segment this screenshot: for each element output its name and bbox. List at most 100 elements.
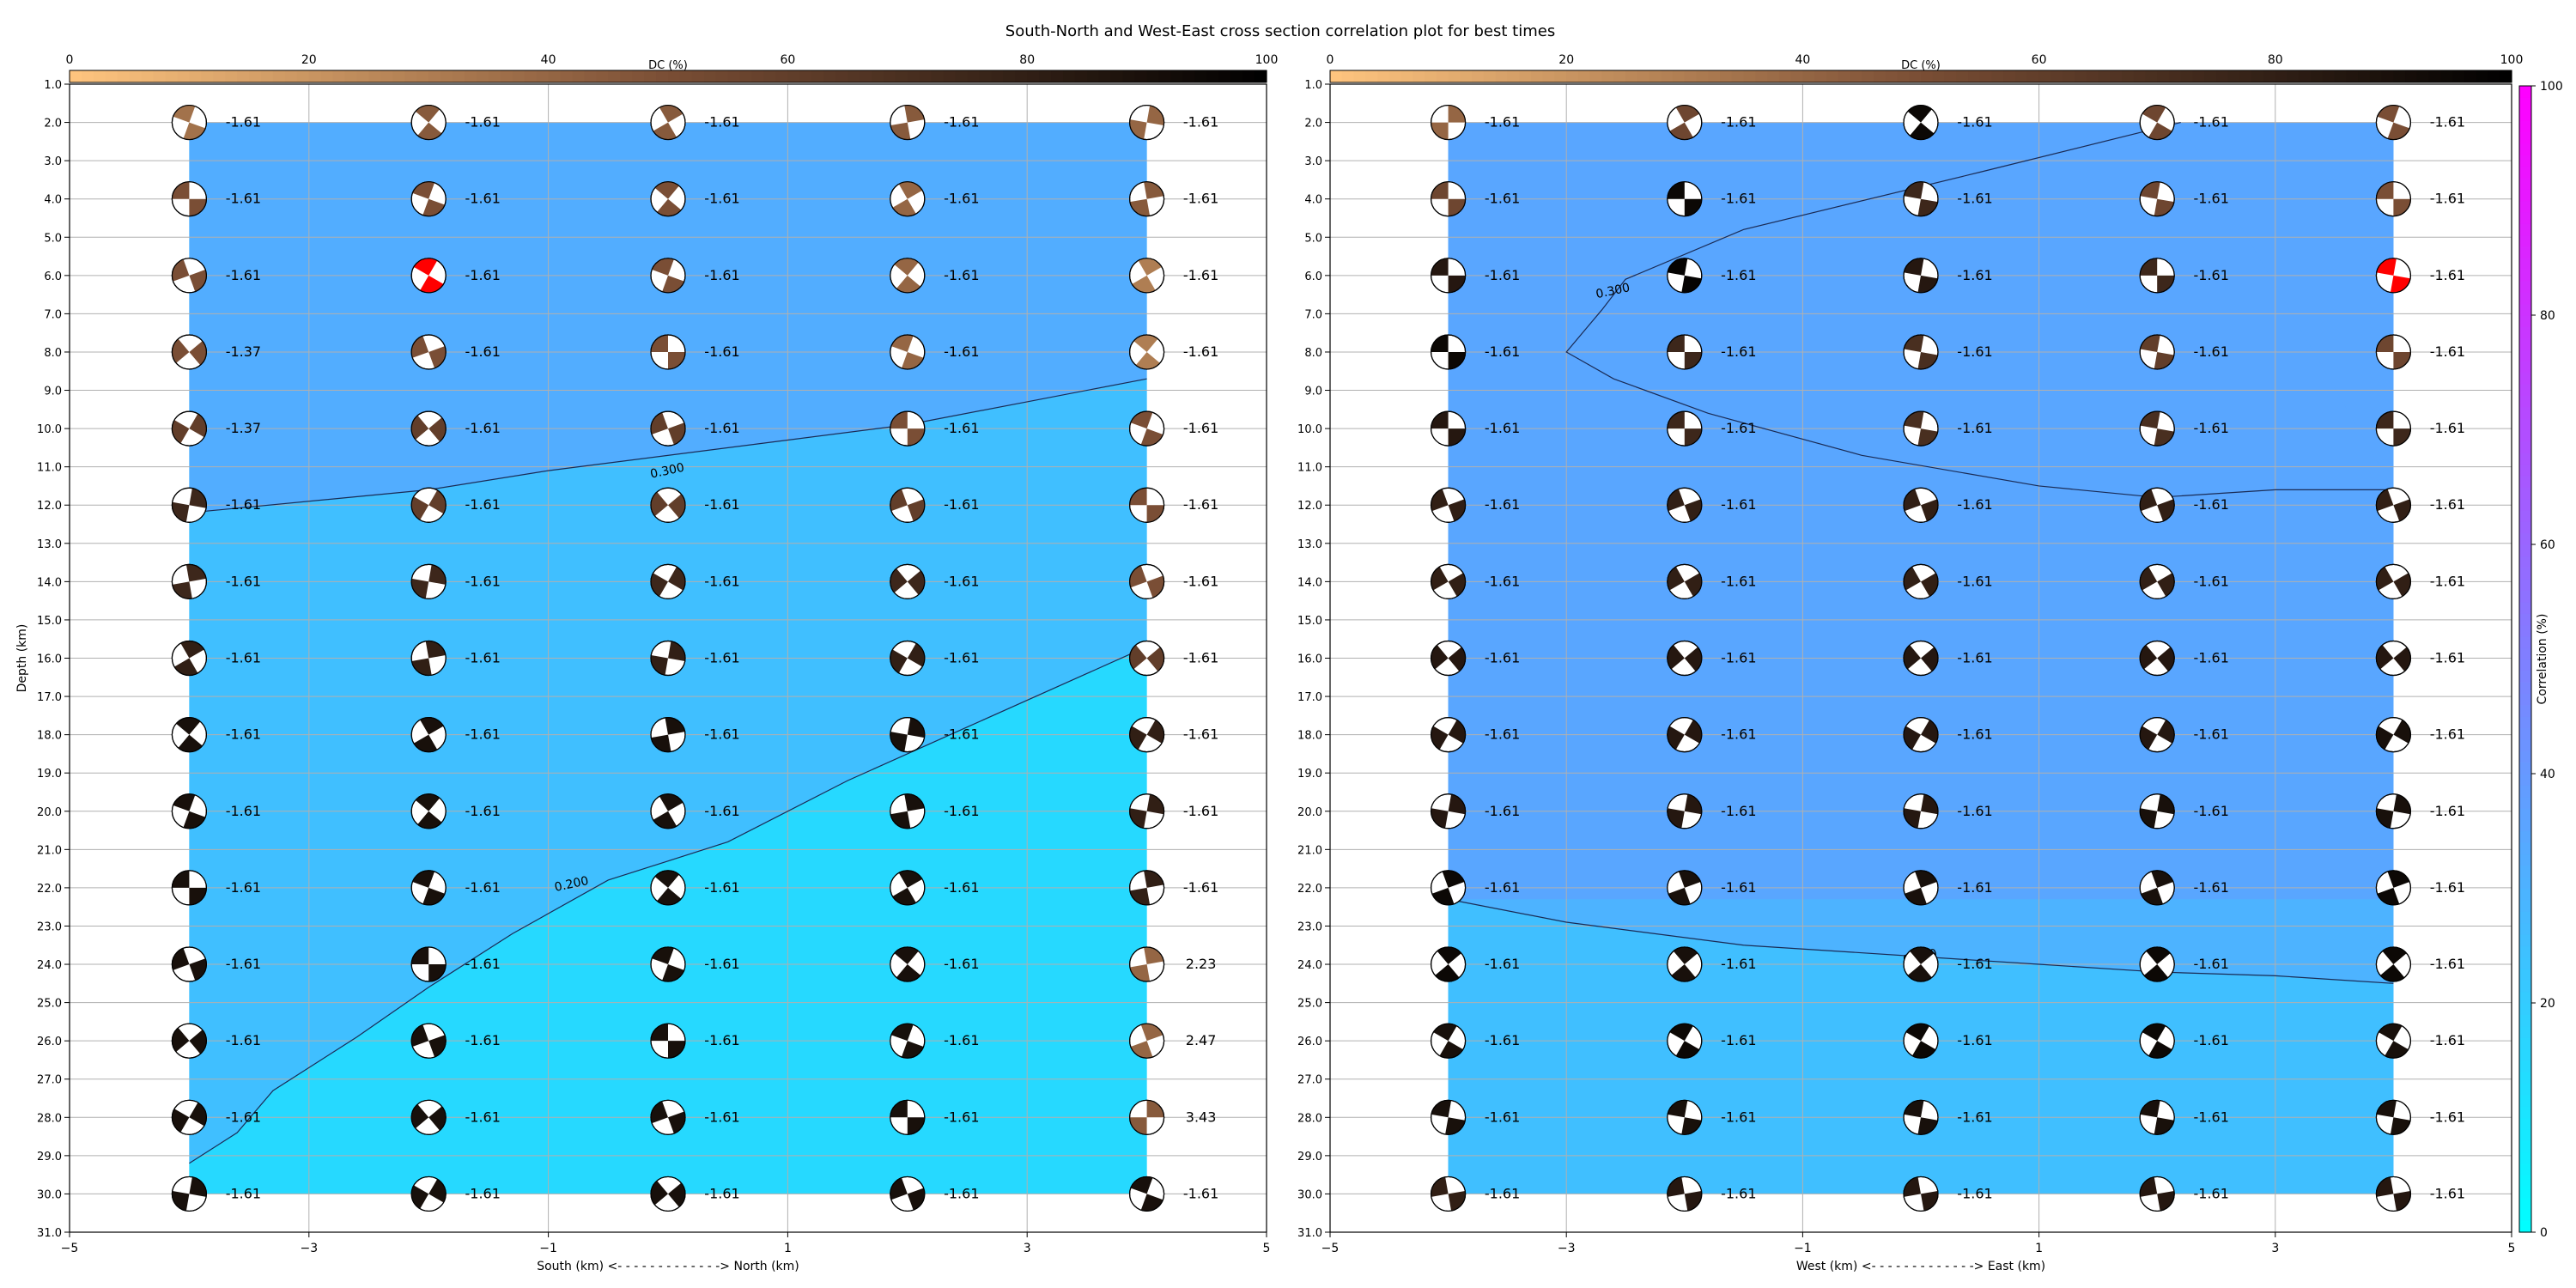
dc-colorbar-segment xyxy=(1613,70,1626,82)
beachball-quadrant xyxy=(2390,1117,2411,1135)
beachball-quadrant xyxy=(1448,428,1466,447)
corr-colorbar-segment xyxy=(2519,647,2531,660)
beachball xyxy=(890,1099,926,1135)
beachball-quadrant xyxy=(2393,794,2411,815)
beachball-rim xyxy=(890,640,926,677)
y-tick-label: 11.0 xyxy=(1297,462,1322,475)
dc-colorbar-segment xyxy=(2086,70,2099,82)
beachball-rim xyxy=(171,717,207,753)
beachball-quadrant xyxy=(654,181,679,199)
beachball-quadrant xyxy=(2154,1117,2174,1135)
beachball-quadrant xyxy=(651,655,668,676)
beachball xyxy=(650,181,686,217)
beachball-quadrant xyxy=(172,501,190,522)
magnitude-label: -1.61 xyxy=(1721,879,1756,896)
beachball xyxy=(2139,946,2175,982)
y-tick-label: 20.0 xyxy=(37,806,62,819)
beachball-rim xyxy=(890,487,926,523)
beachball-rim xyxy=(1430,1176,1467,1212)
dc-colorbar-segment xyxy=(1708,70,1721,82)
magnitude-label: -1.61 xyxy=(2193,267,2228,283)
dc-colorbar-segment xyxy=(2121,70,2135,82)
beachball xyxy=(410,717,447,753)
beachball-rim xyxy=(1430,334,1467,370)
beachball-rim xyxy=(2375,410,2411,447)
beachball-quadrant xyxy=(172,1027,190,1053)
magnitude-label: -1.61 xyxy=(1957,726,1992,743)
corr-colorbar-segment xyxy=(2519,429,2531,442)
beachball-rim xyxy=(1128,334,1165,370)
corr-colorbar-segment xyxy=(2519,372,2531,385)
beachball-rim xyxy=(890,181,926,217)
beachball xyxy=(1128,563,1165,599)
beachball xyxy=(1128,793,1165,829)
dc-colorbar-segment xyxy=(2145,70,2158,82)
beachball-quadrant xyxy=(1431,567,1449,591)
dc-colorbar-segment xyxy=(1909,70,1922,82)
beachball-quadrant xyxy=(1668,1100,1688,1118)
dc-colorbar-segment xyxy=(1979,70,1993,82)
beachball-rim xyxy=(890,946,926,982)
beachball-quadrant xyxy=(1146,647,1164,671)
beachball-quadrant xyxy=(185,564,207,582)
corr-colorbar-segment xyxy=(2519,440,2531,453)
magnitude-label: -1.61 xyxy=(1957,879,1992,896)
dc-colorbar-segment xyxy=(428,70,441,82)
y-tick-label: 26.0 xyxy=(37,1036,62,1048)
beachball xyxy=(2375,717,2411,753)
beachball xyxy=(890,181,926,217)
dc-colorbar-segment xyxy=(1814,70,1827,82)
y-tick-label: 3.0 xyxy=(44,155,62,168)
x-tick-label: −3 xyxy=(1558,1242,1576,1255)
beachball xyxy=(1128,1099,1165,1135)
beachball-rim xyxy=(1128,1099,1165,1135)
magnitude-label: -1.61 xyxy=(2193,726,2228,743)
magnitude-label: -1.61 xyxy=(1183,191,1218,207)
dc-colorbar-segment xyxy=(823,70,836,82)
y-tick-label: 19.0 xyxy=(1297,768,1322,781)
y-tick-label: 30.0 xyxy=(37,1188,62,1201)
beachball-rim xyxy=(1128,640,1165,677)
y-tick-label: 10.0 xyxy=(37,423,62,436)
beachball-quadrant xyxy=(2376,1176,2394,1197)
beachball-quadrant xyxy=(1129,488,1147,506)
y-tick-label: 14.0 xyxy=(37,576,62,589)
beachball xyxy=(1128,181,1165,217)
beachball-quadrant xyxy=(174,658,198,676)
dc-colorbar-segment xyxy=(1684,70,1698,82)
dc-colorbar-segment xyxy=(632,70,645,82)
magnitude-label: -1.61 xyxy=(2430,267,2465,283)
beachball xyxy=(2375,1176,2411,1212)
dc-colorbar-tick-label: 20 xyxy=(1558,53,1574,67)
dc-colorbar-segment xyxy=(453,70,465,82)
corr-colorbar-segment xyxy=(2519,1094,2531,1107)
beachball-quadrant xyxy=(420,717,444,735)
beachball-quadrant xyxy=(172,1109,190,1133)
corr-colorbar-segment xyxy=(2519,120,2531,132)
beachball xyxy=(1430,1023,1467,1059)
corr-colorbar-segment xyxy=(2519,1163,2531,1176)
beachball-quadrant xyxy=(892,198,916,216)
dc-colorbar-segment xyxy=(1158,70,1172,82)
beachball-rim xyxy=(890,870,926,906)
beachball-rim xyxy=(1667,1023,1703,1059)
dc-colorbar-segment xyxy=(2263,70,2276,82)
dc-colorbar-segment xyxy=(440,70,453,82)
beachball-quadrant xyxy=(1667,808,1685,829)
magnitude-label: -1.61 xyxy=(1957,267,1992,283)
dc-colorbar-segment xyxy=(2393,70,2406,82)
correlation-colorbar: 0 20 40 60 80 100 Correlation (%) xyxy=(2518,80,2563,1240)
beachball-rim xyxy=(1128,563,1165,599)
magnitude-label: -1.61 xyxy=(1183,496,1218,513)
dc-colorbar-segment xyxy=(1182,70,1195,82)
beachball xyxy=(890,258,926,294)
beachball xyxy=(650,563,686,599)
dc-colorbar-segment xyxy=(284,70,298,82)
magnitude-label: -1.61 xyxy=(2430,496,2465,513)
beachball xyxy=(2139,258,2175,294)
magnitude-label: -1.61 xyxy=(2430,956,2465,972)
beachball-rim xyxy=(1903,181,1939,217)
corr-colorbar-segment xyxy=(2519,1106,2531,1119)
magnitude-label: -1.61 xyxy=(226,1109,261,1125)
dc-colorbar-segment xyxy=(1003,70,1016,82)
